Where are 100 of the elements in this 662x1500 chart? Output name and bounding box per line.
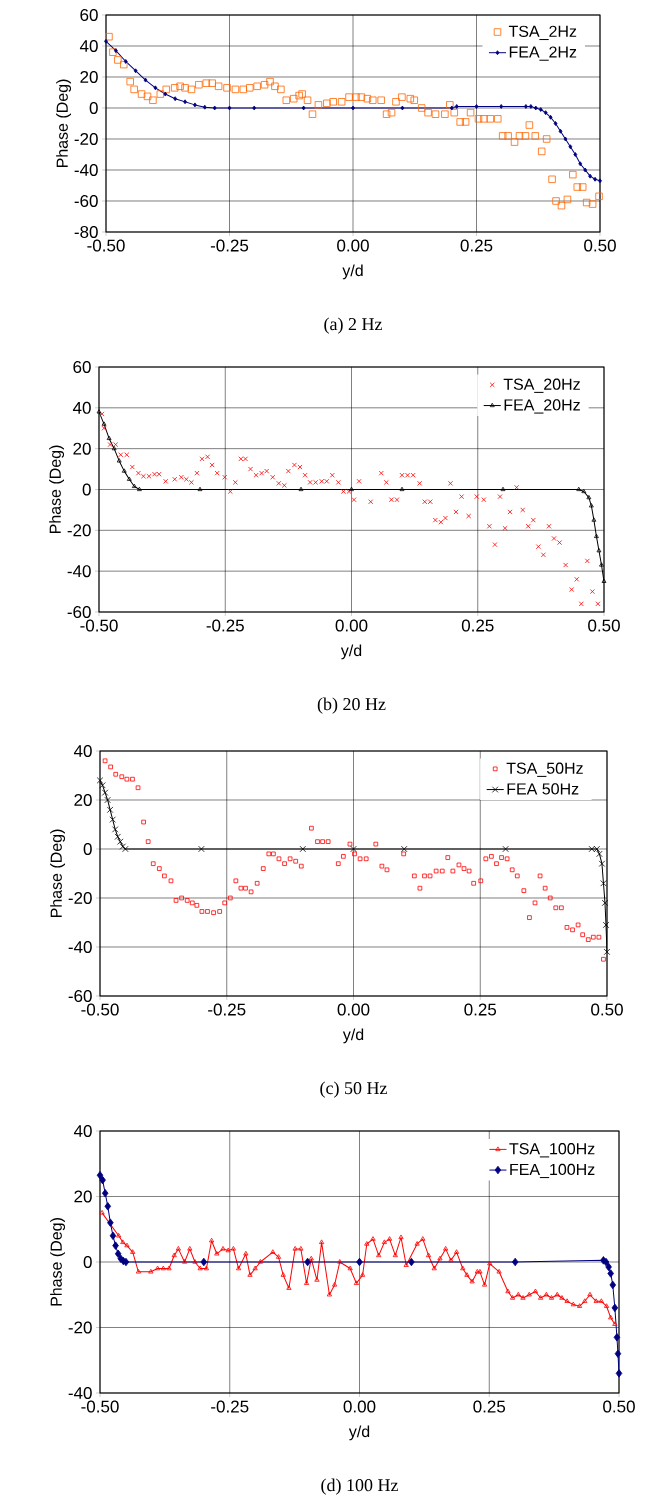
x-tick-label: -0.25 — [208, 1003, 246, 1016]
point — [252, 105, 257, 111]
point — [538, 107, 543, 112]
point — [101, 1189, 109, 1198]
point — [96, 777, 104, 784]
y-tick-label: 40 — [79, 39, 98, 53]
point — [499, 104, 504, 109]
point — [131, 483, 137, 488]
point — [609, 1280, 617, 1290]
text: (c) 50 Hz — [320, 1081, 387, 1098]
point — [122, 845, 129, 853]
y-tick-label: -40 — [67, 565, 91, 578]
y-axis-title: Phase (Deg) — [50, 1218, 66, 1306]
y-tick-label: -20 — [74, 132, 98, 146]
y-tick-label: 60 — [80, 8, 98, 22]
y-tick-label: -60 — [68, 989, 92, 1003]
legend-label: FEA 50Hz — [507, 783, 579, 795]
point — [198, 845, 205, 853]
point — [599, 562, 604, 567]
x-tick-label: 0.50 — [584, 239, 616, 252]
point — [119, 843, 127, 850]
point — [107, 1218, 114, 1227]
point — [114, 1249, 122, 1259]
point — [596, 850, 603, 858]
y-tick-label: 0 — [82, 483, 91, 496]
x-tick-label: -0.25 — [206, 619, 244, 632]
point — [611, 1303, 619, 1313]
text: (a) 2 Hz — [324, 317, 382, 334]
point — [356, 1257, 363, 1267]
x-axis-title: y/d — [342, 1028, 364, 1044]
text: (d) 100 Hz — [321, 1478, 398, 1495]
point — [605, 1262, 612, 1272]
point — [350, 845, 357, 853]
point — [113, 48, 118, 54]
legend-label: FEA_2Hz — [509, 46, 577, 61]
point — [408, 1257, 415, 1267]
legend-label: TSA_20Hz — [503, 378, 580, 393]
point — [598, 860, 606, 867]
y-tick-label: 40 — [73, 744, 92, 758]
y-tick-label: 20 — [80, 70, 98, 84]
x-tick-label: 0.50 — [591, 1003, 623, 1016]
legend-label: TSA_100Hz — [509, 1143, 595, 1158]
point — [543, 110, 548, 116]
point — [202, 104, 207, 110]
point — [301, 105, 306, 111]
point — [607, 1269, 614, 1278]
point — [603, 948, 611, 956]
point — [121, 468, 127, 473]
point — [114, 833, 121, 840]
point — [553, 121, 558, 126]
y-tick-label: 60 — [73, 360, 91, 374]
x-axis-title: y/d — [342, 264, 363, 280]
x-tick-label: 0.25 — [464, 1003, 497, 1016]
point — [137, 486, 142, 492]
point — [528, 104, 533, 109]
x-tick-label: -0.50 — [87, 239, 125, 252]
point — [533, 105, 538, 111]
point — [573, 152, 578, 157]
point — [598, 178, 602, 184]
y-tick-label: 40 — [73, 1124, 92, 1138]
point — [474, 104, 479, 109]
point — [583, 167, 588, 173]
y-tick-label: -20 — [68, 1321, 92, 1334]
point — [96, 1171, 104, 1180]
point — [558, 128, 563, 134]
point — [143, 77, 148, 83]
y-axis-title: Phase (Deg) — [50, 829, 66, 918]
point — [99, 1175, 106, 1185]
x-tick-label: -0.50 — [81, 1400, 119, 1413]
point — [502, 845, 509, 853]
point — [563, 136, 568, 142]
point — [581, 488, 587, 494]
y-tick-label: 20 — [74, 793, 92, 807]
point — [109, 1231, 117, 1240]
y-tick-label: -40 — [74, 163, 98, 177]
y-axis-title: Phase (Deg) — [49, 445, 65, 534]
legend-label: FEA_100Hz — [510, 1163, 595, 1179]
point — [299, 845, 307, 853]
point — [304, 1257, 311, 1267]
legend-label: TSA_50Hz — [506, 762, 583, 777]
point — [400, 105, 405, 111]
point — [193, 102, 197, 108]
point — [104, 38, 108, 44]
y-tick-label: -20 — [68, 891, 92, 905]
y-tick-label: 20 — [73, 442, 91, 455]
point — [109, 816, 116, 823]
x-tick-label: -0.50 — [80, 619, 118, 632]
point — [101, 789, 109, 796]
legend-label: FEA_20Hz — [504, 399, 580, 414]
point — [116, 458, 122, 463]
point — [111, 826, 119, 833]
point — [399, 486, 405, 492]
point — [101, 421, 107, 426]
point — [112, 1241, 119, 1250]
point — [586, 494, 592, 500]
x-tick-label: -0.25 — [211, 1400, 249, 1413]
y-tick-label: -40 — [68, 1386, 92, 1400]
point — [524, 104, 528, 109]
point — [576, 486, 582, 492]
x-tick-label: 0.25 — [461, 619, 494, 632]
